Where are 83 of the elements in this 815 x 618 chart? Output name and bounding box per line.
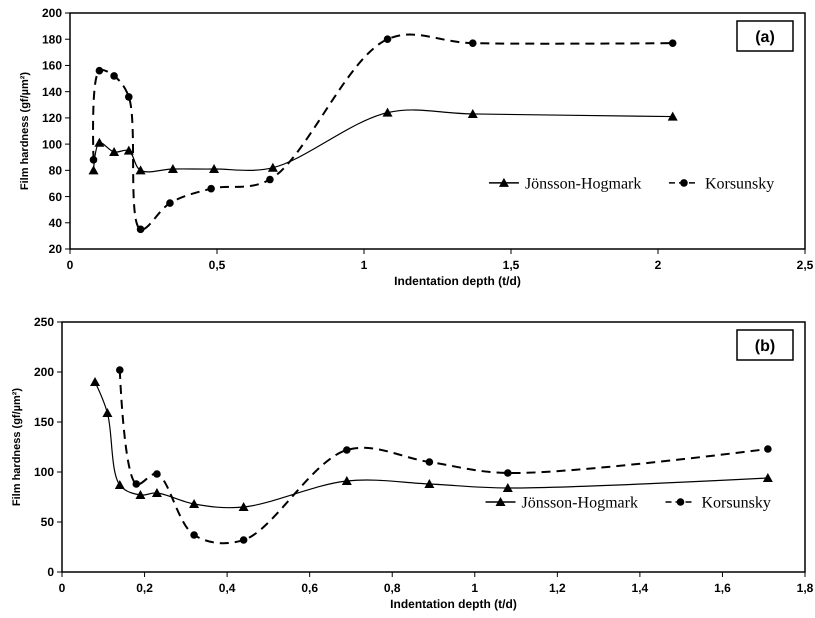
point xyxy=(90,156,98,164)
point xyxy=(116,366,124,374)
point xyxy=(207,184,215,192)
y-tick-label: 160 xyxy=(42,58,62,73)
point xyxy=(240,536,248,544)
point xyxy=(468,108,478,118)
y-tick-label: 200 xyxy=(42,6,62,20)
point xyxy=(424,479,434,488)
point xyxy=(96,66,104,74)
x-tick-label: 1 xyxy=(360,258,368,272)
point xyxy=(209,164,220,174)
x-axis-title: Indentation depth (t/d) xyxy=(390,597,517,611)
point xyxy=(114,480,125,489)
point xyxy=(266,176,274,184)
point xyxy=(190,531,198,539)
point xyxy=(168,164,178,174)
legend-label: Jönsson-Hogmark xyxy=(522,494,638,512)
y-tick-label: 100 xyxy=(42,137,62,152)
y-tick-label: 150 xyxy=(34,415,54,430)
x-tick-label: 1,8 xyxy=(796,581,814,595)
y-tick-label: 0 xyxy=(47,565,54,580)
y-tick-label: 180 xyxy=(42,32,62,46)
x-tick-label: 0,2 xyxy=(136,581,154,595)
y-tick-label: 100 xyxy=(34,465,54,480)
point xyxy=(94,138,104,147)
x-tick-label: 2 xyxy=(654,258,662,272)
point xyxy=(426,458,434,466)
point xyxy=(468,39,477,47)
point xyxy=(136,226,144,234)
point xyxy=(88,165,99,174)
point xyxy=(342,476,352,485)
y-tick-label: 20 xyxy=(48,242,62,256)
point xyxy=(132,480,140,488)
annotation: (a) xyxy=(755,29,775,46)
y-tick-label: 40 xyxy=(48,216,62,230)
y-tick-label: 60 xyxy=(48,190,62,204)
point xyxy=(124,146,134,155)
x-tick-label: 1,5 xyxy=(502,258,520,272)
x-tick-label: 1,2 xyxy=(548,581,566,595)
point xyxy=(382,108,393,117)
y-tick-label: 200 xyxy=(34,365,54,380)
x-tick-label: 1,6 xyxy=(714,581,732,595)
legend-label: Korsunsky xyxy=(704,176,774,193)
point xyxy=(152,488,162,497)
y-axis-title: Film hardness (gf/µm²) xyxy=(19,72,31,190)
point xyxy=(268,162,278,172)
legend-label: Korsunsky xyxy=(702,494,771,512)
y-tick-label: 120 xyxy=(42,111,62,126)
point xyxy=(668,112,678,121)
y-axis-title: Film hardness (gf/µm²) xyxy=(11,388,23,506)
y-tick-label: 80 xyxy=(48,164,62,178)
point xyxy=(343,446,351,454)
point xyxy=(384,35,392,44)
point xyxy=(90,377,100,386)
point xyxy=(110,72,118,80)
x-tick-label: 0 xyxy=(66,258,74,272)
x-tick-label: 0,4 xyxy=(218,581,236,595)
y-tick-label: 50 xyxy=(40,515,54,530)
point xyxy=(153,470,161,478)
legend-label: Jönsson-Hogmark xyxy=(524,176,642,193)
x-tick-label: 0,6 xyxy=(301,581,318,595)
point xyxy=(135,490,146,499)
point xyxy=(125,93,133,101)
y-tick-label: 250 xyxy=(34,315,54,330)
y-tick-label: 140 xyxy=(42,84,62,99)
x-axis-title: Indentation depth (t/d) xyxy=(394,274,521,288)
point xyxy=(764,445,772,453)
x-tick-label: 2,5 xyxy=(796,258,814,272)
x-tick-label: 1,4 xyxy=(632,581,649,595)
point xyxy=(166,199,174,207)
point xyxy=(668,39,676,47)
x-tick-label: 1 xyxy=(471,581,478,595)
point xyxy=(109,146,120,156)
point xyxy=(762,473,773,482)
point xyxy=(238,502,249,511)
x-tick-label: 0,8 xyxy=(384,581,401,595)
point xyxy=(189,499,200,508)
point xyxy=(502,483,513,492)
point xyxy=(102,408,112,417)
point xyxy=(504,469,512,477)
point xyxy=(136,165,146,174)
annotation: (b) xyxy=(754,338,776,355)
x-tick-label: 0,5 xyxy=(208,258,226,272)
